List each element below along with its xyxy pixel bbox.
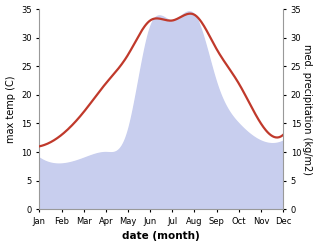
- X-axis label: date (month): date (month): [122, 231, 200, 242]
- Y-axis label: max temp (C): max temp (C): [5, 75, 16, 143]
- Y-axis label: med. precipitation (kg/m2): med. precipitation (kg/m2): [302, 44, 313, 175]
